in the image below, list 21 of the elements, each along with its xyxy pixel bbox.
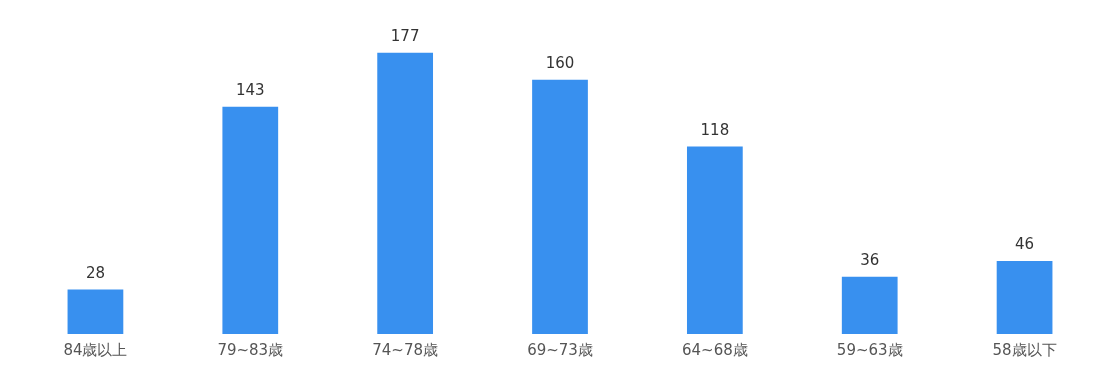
x-tick-label: 59~63歳 [836, 340, 903, 359]
data-label: 143 [235, 81, 265, 100]
data-label: 177 [390, 27, 420, 46]
data-label: 36 [860, 251, 880, 270]
data-label: 118 [700, 120, 730, 139]
x-tick-label: 69~73歳 [527, 340, 593, 359]
data-label: 46 [1015, 235, 1035, 254]
x-tick-label: 58歳以下 [992, 340, 1057, 359]
bar [841, 276, 898, 334]
data-label: 160 [545, 54, 575, 73]
x-tick-label: 74~78歳 [372, 340, 439, 359]
bar [222, 106, 279, 334]
x-tick-label: 84歳以上 [63, 340, 128, 359]
bar [996, 260, 1053, 334]
data-label: 28 [85, 263, 105, 282]
bar [686, 146, 743, 334]
x-tick-label: 64~68歳 [681, 340, 748, 359]
bar [377, 52, 434, 334]
x-tick-label: 79~83歳 [217, 340, 284, 359]
bar [532, 79, 588, 334]
bar [67, 289, 124, 334]
